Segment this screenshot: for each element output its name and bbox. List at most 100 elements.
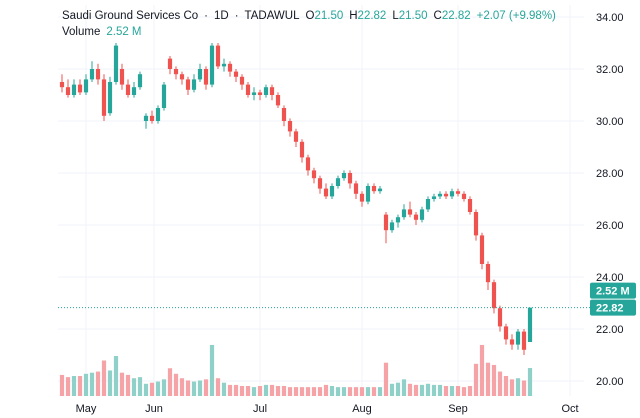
volume-bar xyxy=(95,371,101,396)
volume-bar xyxy=(449,386,455,396)
candle-body xyxy=(467,199,473,212)
candle-body xyxy=(311,170,317,179)
candle-body xyxy=(281,108,287,121)
x-tick-label: May xyxy=(76,403,97,415)
volume-bar xyxy=(167,368,173,396)
separator: · xyxy=(204,10,208,22)
volume-bar xyxy=(161,379,167,396)
y-tick-label: 24.00 xyxy=(596,272,624,284)
volume-bar xyxy=(191,381,197,396)
candle-body xyxy=(173,69,179,75)
low-value: 21.50 xyxy=(398,10,428,22)
candle-body xyxy=(179,74,185,80)
candle-body xyxy=(455,191,461,194)
candle-body xyxy=(509,339,515,345)
separator: · xyxy=(234,10,239,22)
volume-bar xyxy=(455,386,461,396)
y-tick-label: 32.00 xyxy=(596,64,624,76)
volume-bar xyxy=(497,371,503,396)
candle-body xyxy=(341,173,347,179)
candle-body xyxy=(143,115,149,121)
candle-body xyxy=(503,326,509,340)
candle-body xyxy=(95,69,101,80)
symbol-name[interactable]: Saudi Ground Services Co xyxy=(62,10,199,22)
volume-bar xyxy=(113,356,119,396)
volume-bar xyxy=(83,373,89,396)
candle-body xyxy=(515,331,521,345)
candle-body xyxy=(491,282,497,309)
interval: 1D xyxy=(214,10,229,22)
high-label: H xyxy=(349,10,358,22)
candle-body xyxy=(203,69,209,85)
volume-bar xyxy=(185,380,191,396)
volume-bar xyxy=(245,386,251,396)
candle-body xyxy=(251,92,257,95)
volume-bar xyxy=(77,376,83,396)
volume-bar xyxy=(485,362,491,396)
volume-bar xyxy=(233,384,239,396)
volume-bar xyxy=(131,378,137,396)
volume-bar xyxy=(305,387,311,396)
volume-bar xyxy=(443,386,449,396)
candle-body xyxy=(185,79,191,90)
volume-bar xyxy=(395,382,401,396)
x-tick-label: Jul xyxy=(253,403,267,415)
volume-bar xyxy=(347,387,353,396)
volume-bar xyxy=(275,386,281,396)
candle-body xyxy=(401,209,407,218)
candle-body xyxy=(443,193,449,197)
y-tick-label: 26.00 xyxy=(596,220,624,232)
volume-bar xyxy=(323,384,329,396)
volume-bar xyxy=(473,363,479,396)
volume-bar xyxy=(527,368,533,396)
candle-body xyxy=(437,193,443,197)
volume-bar xyxy=(125,374,131,396)
volume-bar xyxy=(371,387,377,396)
candle-body xyxy=(215,45,221,67)
candle-body xyxy=(479,235,485,264)
candle-body xyxy=(197,69,203,80)
close-label: C xyxy=(433,10,442,22)
candle-body xyxy=(239,76,245,85)
volume-bar xyxy=(65,377,71,396)
candle-body xyxy=(365,186,371,202)
candle-body xyxy=(191,79,197,90)
time-axis[interactable]: May Jun Jul Aug Sep Oct xyxy=(76,403,579,415)
volume-bar xyxy=(335,387,341,396)
candle-body xyxy=(347,173,353,184)
volume-bar xyxy=(521,380,527,396)
volume-bar xyxy=(311,387,317,396)
chart-legend: Saudi Ground Services Co · 1D · TADAWUL … xyxy=(62,8,556,40)
volume-bar xyxy=(491,364,497,396)
volume-bar xyxy=(437,384,443,396)
volume-bar xyxy=(377,387,383,396)
volume-bar xyxy=(215,378,221,396)
candle-body xyxy=(359,193,365,202)
volume-bar xyxy=(209,344,215,396)
candle-body xyxy=(89,69,95,80)
candle-body xyxy=(407,209,413,215)
candle-body xyxy=(419,209,425,220)
volume-bar xyxy=(143,383,149,396)
volume-bar xyxy=(137,377,143,396)
y-tick-label: 20.00 xyxy=(596,376,624,388)
candle-body xyxy=(59,82,65,88)
candle-body xyxy=(317,178,323,189)
volume-bar xyxy=(263,384,269,396)
candle-body xyxy=(71,84,77,95)
candle-body xyxy=(83,79,89,93)
volume-bar xyxy=(299,387,305,396)
candle-body xyxy=(155,108,161,121)
volume-bar xyxy=(119,372,125,396)
candle-body xyxy=(461,193,467,199)
candle-body xyxy=(377,188,383,192)
y-tick-label: 30.00 xyxy=(596,116,624,128)
change-value: +2.07 (+9.98%) xyxy=(476,10,556,22)
volume-bar xyxy=(509,379,515,396)
volume-bar xyxy=(419,384,425,396)
candle-body xyxy=(287,121,293,132)
candle-body xyxy=(275,95,281,106)
price-axis[interactable]: 34.00 32.00 30.00 28.00 26.00 24.00 22.00 20.00 xyxy=(596,12,624,388)
candle-body xyxy=(125,84,131,95)
